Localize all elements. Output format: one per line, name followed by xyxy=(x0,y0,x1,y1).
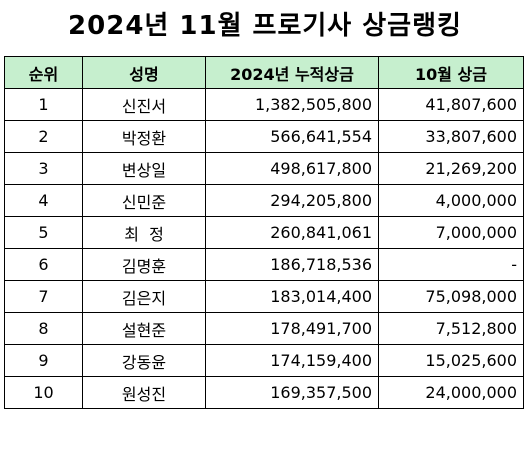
name-cell: 박정환 xyxy=(82,120,206,153)
name-cell: 김명훈 xyxy=(82,248,206,281)
page-title: 2024년 11월 프로기사 상금랭킹 xyxy=(68,11,462,41)
rank-cell: 2 xyxy=(4,120,83,153)
name-cell: 최 정 xyxy=(82,216,206,249)
total-prize-cell: 1,382,505,800 xyxy=(205,88,379,121)
table-row: 3 변상일 498,617,800 21,269,200 xyxy=(4,152,524,185)
october-prize-cell: 15,025,600 xyxy=(378,344,524,377)
total-prize-cell: 174,159,400 xyxy=(205,344,379,377)
total-prize-cell: 169,357,500 xyxy=(205,376,379,409)
total-prize-cell: 178,491,700 xyxy=(205,312,379,345)
total-prize-cell: 183,014,400 xyxy=(205,280,379,313)
total-prize-cell: 186,718,536 xyxy=(205,248,379,281)
october-prize-cell: 24,000,000 xyxy=(378,376,524,409)
october-prize-cell: 7,512,800 xyxy=(378,312,524,345)
table-row: 1 신진서 1,382,505,800 41,807,600 xyxy=(4,88,524,121)
name-cell: 신진서 xyxy=(82,88,206,121)
october-prize-cell: 41,807,600 xyxy=(378,88,524,121)
october-prize-cell: 21,269,200 xyxy=(378,152,524,185)
name-cell: 원성진 xyxy=(82,376,206,409)
rank-cell: 10 xyxy=(4,376,83,409)
rank-cell: 1 xyxy=(4,88,83,121)
table-row: 10 원성진 169,357,500 24,000,000 xyxy=(4,376,524,409)
october-prize-cell: - xyxy=(378,248,524,281)
rank-cell: 4 xyxy=(4,184,83,217)
name-cell: 강동윤 xyxy=(82,344,206,377)
prize-ranking-table: 순위 성명 2024년 누적상금 10월 상금 1 신진서 1,382,505,… xyxy=(4,56,524,409)
name-cell: 설현준 xyxy=(82,312,206,345)
rank-cell: 9 xyxy=(4,344,83,377)
table-row: 9 강동윤 174,159,400 15,025,600 xyxy=(4,344,524,377)
october-prize-cell: 7,000,000 xyxy=(378,216,524,249)
total-prize-cell: 260,841,061 xyxy=(205,216,379,249)
name-cell: 신민준 xyxy=(82,184,206,217)
rank-cell: 6 xyxy=(4,248,83,281)
rank-cell: 7 xyxy=(4,280,83,313)
header-name: 성명 xyxy=(82,56,206,89)
name-cell: 변상일 xyxy=(82,152,206,185)
total-prize-cell: 566,641,554 xyxy=(205,120,379,153)
table-header-row: 순위 성명 2024년 누적상금 10월 상금 xyxy=(4,56,524,89)
rank-cell: 8 xyxy=(4,312,83,345)
name-cell: 김은지 xyxy=(82,280,206,313)
table-row: 4 신민준 294,205,800 4,000,000 xyxy=(4,184,524,217)
total-prize-cell: 294,205,800 xyxy=(205,184,379,217)
header-rank: 순위 xyxy=(4,56,83,89)
october-prize-cell: 4,000,000 xyxy=(378,184,524,217)
october-prize-cell: 75,098,000 xyxy=(378,280,524,313)
table-row: 7 김은지 183,014,400 75,098,000 xyxy=(4,280,524,313)
table-row: 2 박정환 566,641,554 33,807,600 xyxy=(4,120,524,153)
header-october-prize: 10월 상금 xyxy=(378,56,524,89)
table-row: 5 최 정 260,841,061 7,000,000 xyxy=(4,216,524,249)
rank-cell: 5 xyxy=(4,216,83,249)
header-total-prize: 2024년 누적상금 xyxy=(205,56,379,89)
total-prize-cell: 498,617,800 xyxy=(205,152,379,185)
table-row: 6 김명훈 186,718,536 - xyxy=(4,248,524,281)
rank-cell: 3 xyxy=(4,152,83,185)
table-row: 8 설현준 178,491,700 7,512,800 xyxy=(4,312,524,345)
october-prize-cell: 33,807,600 xyxy=(378,120,524,153)
